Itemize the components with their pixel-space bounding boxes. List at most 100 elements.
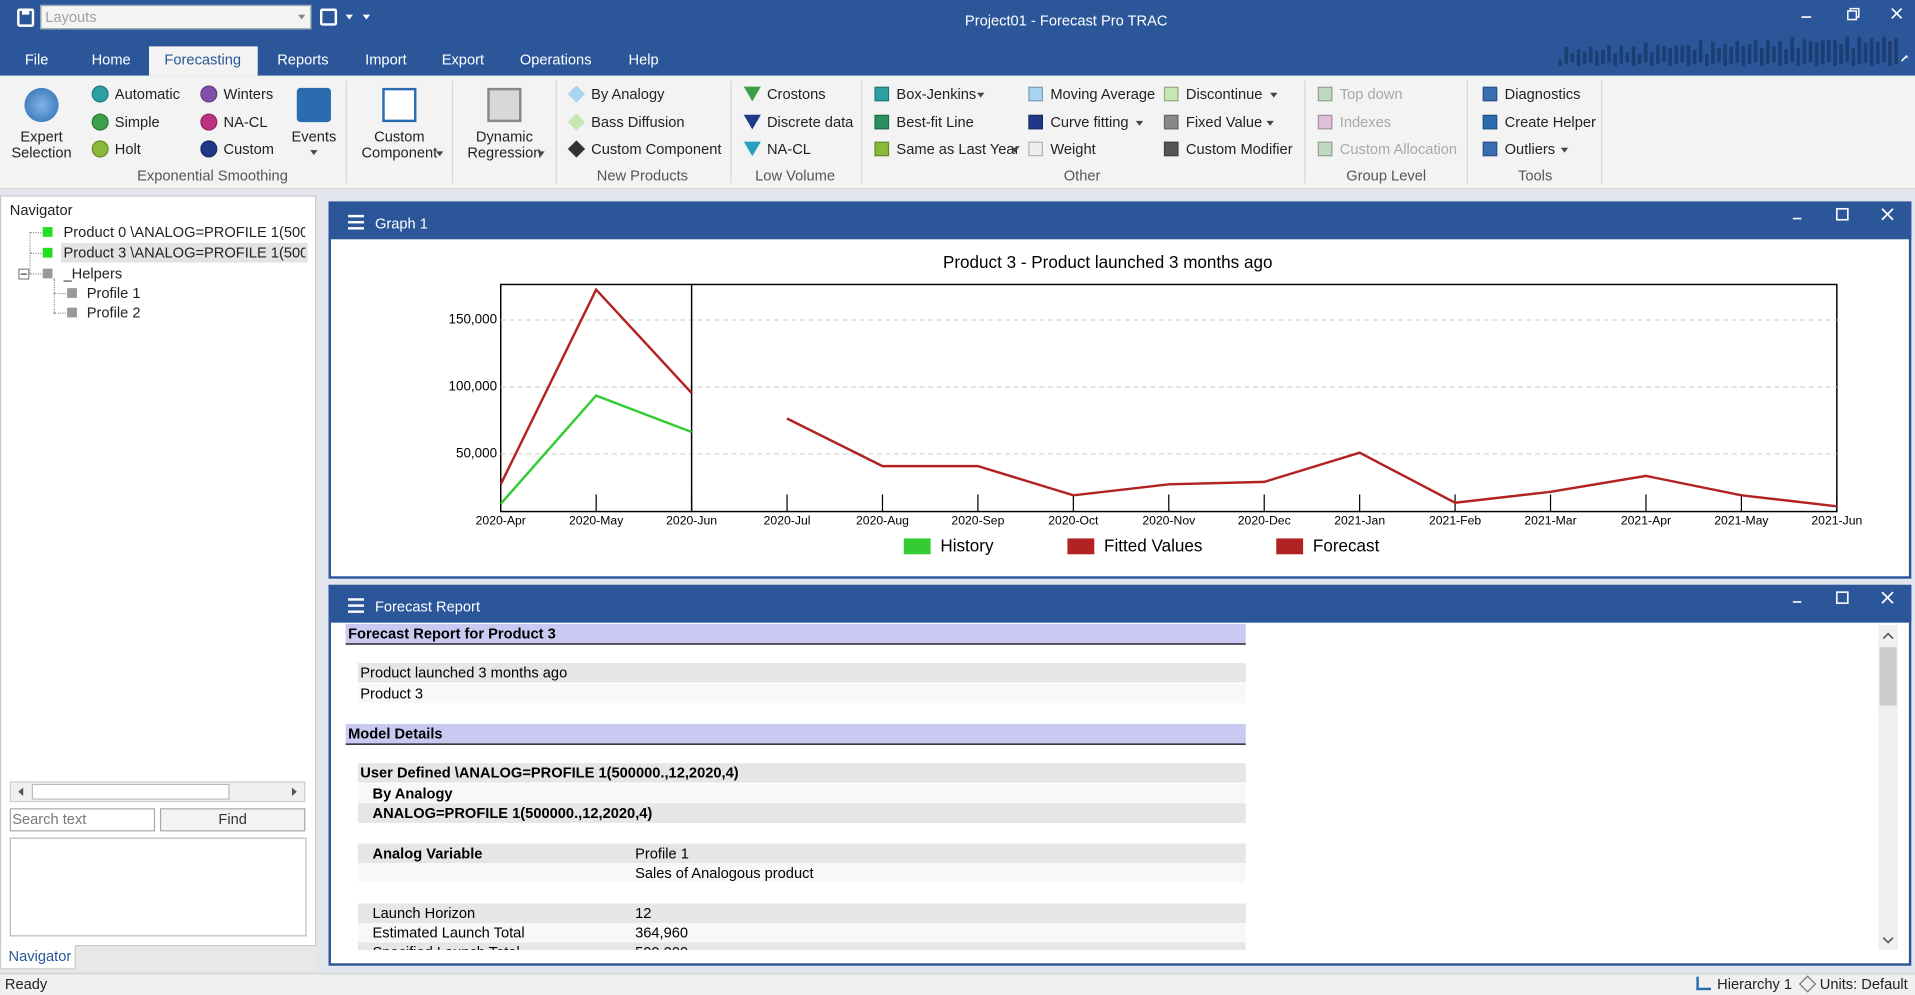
sparkline-bar: [1778, 40, 1782, 66]
layouts-combo[interactable]: Layouts: [40, 4, 312, 30]
v-scrollbar[interactable]: [1878, 625, 1898, 950]
dropdown-arrow: [1135, 120, 1144, 126]
report-section-header: [345, 723, 1246, 745]
sparkline-bar: [1717, 48, 1721, 63]
ribbon-item-icon: [1482, 86, 1498, 102]
navigator-tab[interactable]: Navigator: [0, 944, 76, 970]
report-row: [357, 803, 1246, 823]
hamburger-icon[interactable]: [348, 220, 364, 224]
sparkline-bar: [1643, 42, 1648, 63]
ribbon-item[interactable]: Custom Component: [591, 140, 722, 158]
ribbon-item[interactable]: Custom: [223, 140, 274, 158]
report-row: [357, 763, 1246, 783]
report-row: [357, 843, 1246, 864]
sparkline-bar: [1619, 45, 1624, 65]
v-scroll-arrows[interactable]: [1878, 625, 1898, 950]
hamburger-icon[interactable]: [348, 598, 364, 601]
ribbon-item[interactable]: Simple: [114, 112, 160, 131]
window-controls[interactable]: [1783, 588, 1905, 608]
ribbon-item[interactable]: Bass Diffusion: [591, 112, 685, 131]
ribbon-item[interactable]: By Analogy: [591, 85, 665, 103]
ribbon-item[interactable]: Crostons: [766, 85, 826, 103]
ribbon-item-icon: [743, 86, 761, 102]
sparkline-bar: [1747, 44, 1752, 65]
brand-sparkline: [1558, 36, 1908, 66]
ribbon-item[interactable]: Box-Jenkins: [896, 85, 977, 103]
app-window-controls[interactable]: [1781, 2, 1915, 31]
ribbon-item[interactable]: Automatic: [114, 85, 180, 103]
x-tick-label: 2020-Apr: [476, 514, 526, 528]
ribbon-item[interactable]: Custom Allocation: [1339, 140, 1458, 158]
ribbon-item-icon: [743, 114, 761, 129]
ribbon-item[interactable]: Diagnostics: [1504, 85, 1581, 103]
ribbon-item[interactable]: Winters: [223, 85, 274, 103]
legend-swatch: [903, 538, 931, 555]
x-tick-label: 2021-May: [1714, 514, 1769, 528]
ribbon-item[interactable]: Moving Average: [1050, 85, 1156, 103]
tree-node[interactable]: _Helpers: [63, 264, 123, 283]
ribbon-item[interactable]: Top down: [1339, 85, 1403, 103]
tree-node[interactable]: Product 0 \ANALOG=PROFILE 1(500000: [63, 223, 306, 241]
menu-tab[interactable]: Import: [365, 51, 407, 69]
menu-tab[interactable]: Reports: [277, 51, 329, 69]
status-hierarchy[interactable]: Hierarchy 1: [1717, 975, 1793, 993]
ribbon-separator: [861, 80, 863, 184]
ribbon-item[interactable]: Curve fitting: [1050, 112, 1129, 131]
legend-label: History: [940, 536, 994, 555]
ribbon-item[interactable]: Discrete data: [766, 112, 854, 131]
menu-tab[interactable]: Home: [91, 51, 131, 69]
report-cell: 500,000: [635, 943, 688, 950]
sparkline-bar: [1680, 45, 1685, 63]
v-scrollbar-thumb[interactable]: [1879, 647, 1897, 706]
find-button[interactable]: Find: [159, 808, 306, 832]
navigator-output: [9, 837, 307, 937]
ribbon-item[interactable]: Weight: [1050, 140, 1096, 158]
ribbon-item[interactable]: Same as Last Year: [896, 140, 1020, 158]
hamburger-icon[interactable]: [348, 610, 364, 613]
sparkline-bar: [1698, 40, 1703, 63]
menu-tab[interactable]: Help: [628, 51, 659, 69]
ribbon-item[interactable]: NA-CL: [223, 112, 268, 131]
ribbon-item[interactable]: NA-CL: [766, 140, 811, 158]
ribbon-item[interactable]: Fixed Value: [1185, 112, 1263, 131]
menu-tab[interactable]: File: [24, 51, 49, 69]
graph-titlebar: [328, 201, 1912, 240]
hamburger-icon[interactable]: [348, 214, 364, 218]
tree-node[interactable]: Profile 1: [86, 284, 141, 302]
ribbon-item[interactable]: Create Helper: [1504, 112, 1596, 131]
large-button-label: Dynamic: [475, 128, 533, 146]
ribbon-item[interactable]: Discontinue: [1185, 85, 1263, 103]
menu-tab[interactable]: Operations: [519, 51, 592, 69]
sparkline-bar: [1631, 46, 1636, 66]
sparkline-bar: [1558, 59, 1563, 66]
hamburger-icon[interactable]: [348, 227, 364, 230]
y-tick-label: 150,000: [449, 312, 498, 327]
sparkline-bar: [1802, 39, 1807, 65]
ribbon-item[interactable]: Holt: [114, 140, 141, 158]
search-input[interactable]: Search text: [9, 808, 156, 832]
h-scrollbar-thumb[interactable]: [31, 783, 230, 800]
x-tick-label: 2020-Jul: [764, 514, 811, 528]
scroll-arrows[interactable]: [10, 781, 306, 802]
ribbon-separator: [730, 80, 732, 184]
layout-switch-icon[interactable]: [319, 8, 338, 26]
tree-node[interactable]: Profile 2: [86, 304, 141, 322]
x-tick-label: 2021-Jan: [1334, 514, 1385, 528]
ribbon-item[interactable]: Best-fit Line: [896, 112, 974, 131]
ribbon-item[interactable]: Outliers: [1504, 140, 1556, 158]
ribbon-item[interactable]: Indexes: [1339, 112, 1392, 131]
tree-node[interactable]: Product 3 \ANALOG=PROFILE 1(500000: [63, 244, 306, 262]
ribbon-item-icon: [874, 141, 890, 157]
window-controls[interactable]: [1783, 205, 1905, 225]
status-units[interactable]: Units: Default: [1819, 975, 1908, 993]
menu-tab[interactable]: Export: [441, 51, 485, 69]
close-icon: [1881, 208, 1894, 221]
sparkline-bar: [1582, 51, 1587, 65]
ribbon-item-icon: [200, 85, 218, 103]
report-cell: Model Details: [348, 725, 443, 743]
dropdown-arrow: [362, 14, 371, 20]
hamburger-icon[interactable]: [348, 604, 364, 607]
ribbon-item-icon: [874, 114, 890, 129]
menu-tab[interactable]: Forecasting: [164, 51, 242, 69]
ribbon-item[interactable]: Custom Modifier: [1185, 140, 1293, 158]
